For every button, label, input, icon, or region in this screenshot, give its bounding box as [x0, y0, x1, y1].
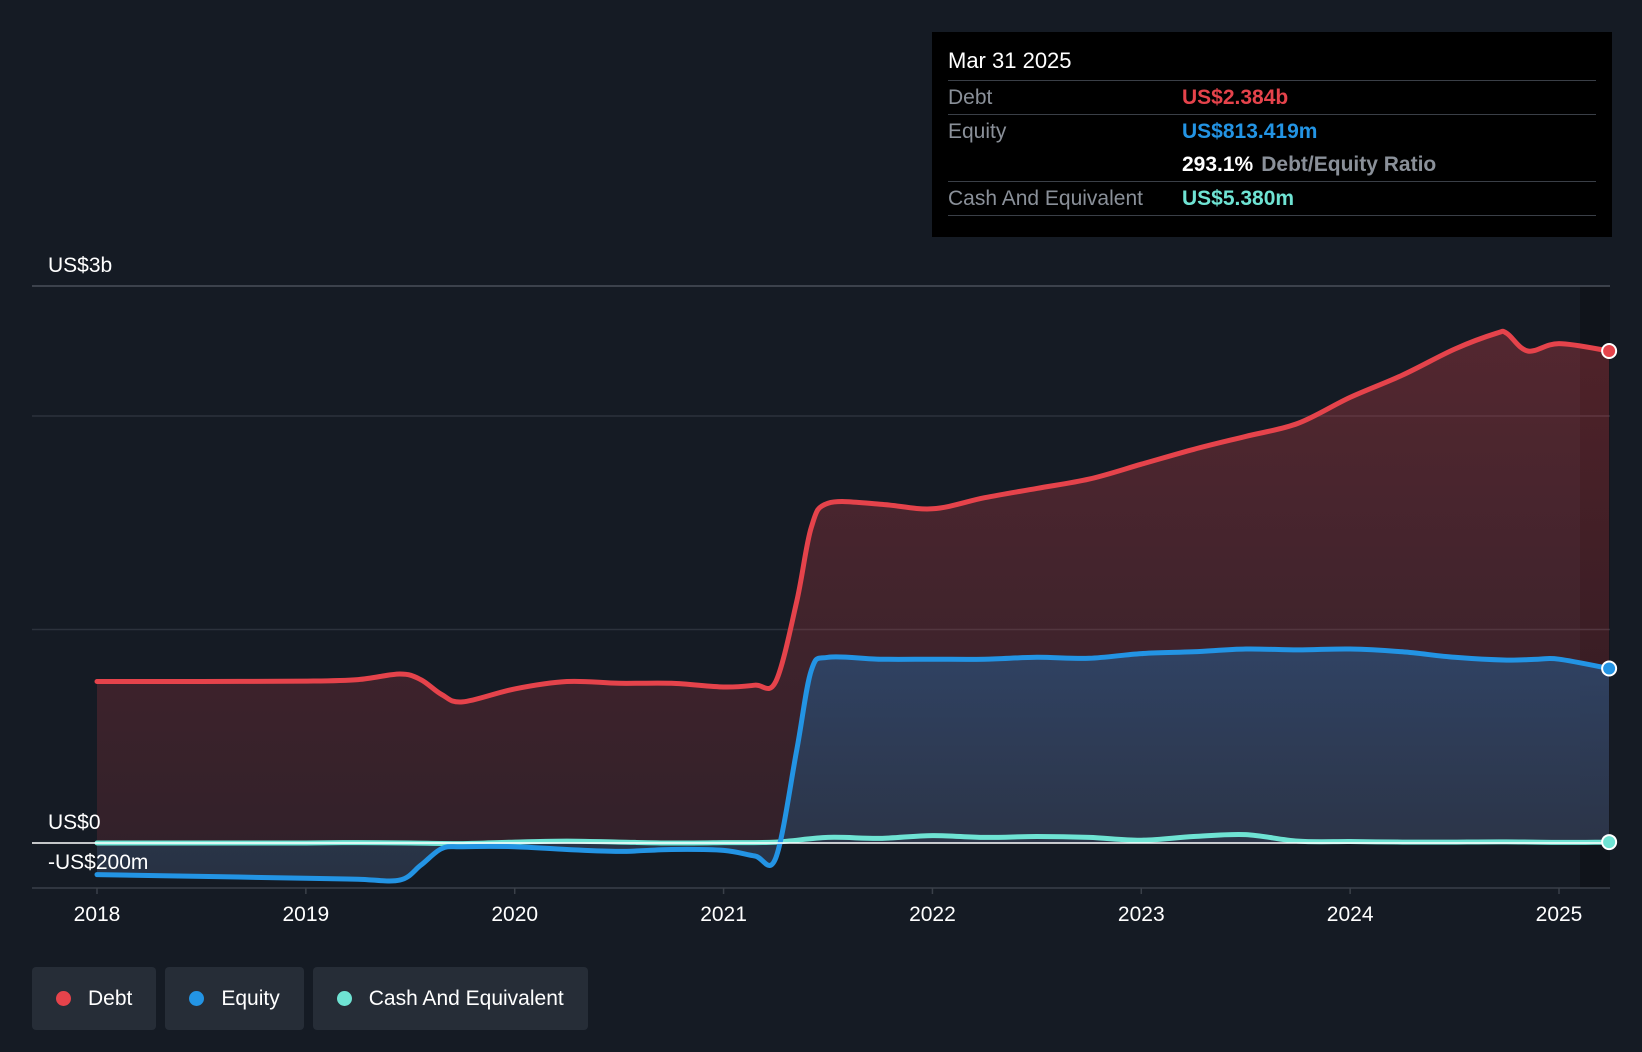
line-equity: [94, 646, 1612, 884]
tooltip-date: Mar 31 2025: [948, 48, 1072, 73]
tooltip-equity-label: Equity: [948, 119, 1007, 143]
tooltip-panel: Mar 31 2025 Debt US$2.384b Equity US$813…: [932, 32, 1612, 237]
end-markers: [1601, 342, 1618, 851]
legend-equity-label: Equity: [221, 986, 280, 1010]
legend-item-cash[interactable]: Cash And Equivalent: [312, 967, 588, 1030]
end-marker-debt: [1601, 342, 1618, 359]
tooltip-debt-label: Debt: [948, 85, 993, 109]
legend: Debt Equity Cash And Equivalent: [32, 967, 588, 1030]
x-tick-label: 2021: [700, 903, 747, 926]
end-marker-equity: [1601, 660, 1618, 677]
tooltip-row-equity: Equity US$813.419m: [948, 114, 1596, 148]
x-tick-label: 2018: [74, 903, 121, 926]
x-tick-label: 2025: [1536, 903, 1583, 926]
x-tick-label: 2022: [909, 903, 956, 926]
x-tick-label: 2020: [491, 903, 538, 926]
legend-item-equity[interactable]: Equity: [165, 967, 304, 1030]
tooltip-row-cash: Cash And Equivalent US$5.380m: [948, 181, 1596, 216]
line-debt: [94, 328, 1612, 705]
tooltip-equity-value: US$813.419m: [1182, 119, 1318, 143]
debt-dot-icon: [56, 991, 71, 1006]
y-tick-label: -US$200m: [48, 851, 148, 874]
tooltip-ratio-value: 293.1%: [1182, 152, 1254, 176]
tooltip-cash-value: US$5.380m: [1182, 186, 1295, 210]
series-areas: [97, 331, 1610, 882]
legend-debt-label: Debt: [88, 986, 133, 1010]
x-tick-label: 2019: [282, 903, 329, 926]
end-marker-cash-and-equivalent: [1601, 834, 1618, 851]
axes: [32, 842, 1610, 894]
tooltip-row-ratio: 293.1% Debt/Equity Ratio: [948, 148, 1596, 181]
tooltip-ratio-label: Debt/Equity Ratio: [1261, 152, 1437, 176]
tooltip-cash-label: Cash And Equivalent: [948, 186, 1143, 210]
tick-labels: US$3b US$0 -US$200m 2018 2019 2020 2021 2022 202…: [48, 254, 1582, 926]
area-equity: [97, 648, 1610, 882]
x-tick-label: 2023: [1118, 903, 1165, 926]
equity-dot-icon: [189, 991, 205, 1006]
y-tick-label: US$3b: [48, 254, 112, 277]
y-tick-label: US$0: [48, 811, 101, 834]
legend-item-debt[interactable]: Debt: [32, 967, 157, 1030]
tooltip-debt-value: US$2.384b: [1182, 85, 1289, 109]
tooltip-row-debt: Debt US$2.384b: [948, 80, 1596, 114]
x-tick-label: 2024: [1327, 903, 1374, 926]
cash-dot-icon: [336, 991, 352, 1006]
legend-cash-label: Cash And Equivalent: [368, 986, 564, 1010]
